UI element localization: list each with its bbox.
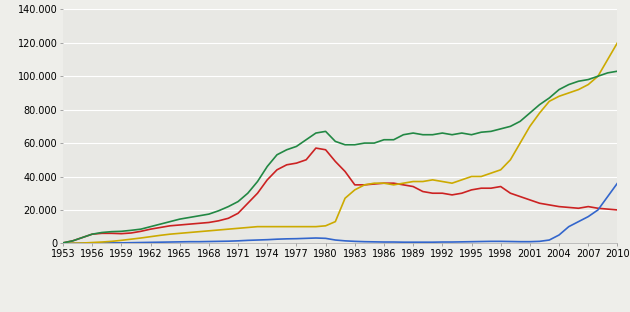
Production — [186, 231, 193, 234]
Line: Production: Production — [63, 43, 617, 243]
Consomation apparente — [59, 241, 67, 245]
Importation — [312, 146, 319, 150]
Exportation — [594, 208, 602, 212]
Production — [429, 178, 437, 182]
Importation — [478, 186, 485, 190]
Exportation — [614, 181, 621, 185]
Legend: Importation, Exportation, Production, Consomation apparente: Importation, Exportation, Production, Co… — [120, 309, 561, 312]
Line: Exportation: Exportation — [63, 183, 617, 243]
Consomation apparente — [614, 69, 621, 73]
Exportation — [186, 240, 193, 244]
Line: Importation: Importation — [63, 148, 617, 243]
Production — [594, 74, 602, 78]
Line: Consomation apparente: Consomation apparente — [63, 71, 617, 243]
Importation — [614, 208, 621, 212]
Consomation apparente — [526, 111, 534, 115]
Exportation — [195, 240, 203, 244]
Consomation apparente — [429, 133, 437, 137]
Consomation apparente — [594, 74, 602, 78]
Production — [59, 241, 67, 245]
Consomation apparente — [195, 214, 203, 218]
Importation — [438, 191, 446, 195]
Importation — [59, 241, 67, 245]
Consomation apparente — [467, 133, 475, 137]
Production — [467, 175, 475, 178]
Importation — [186, 222, 193, 226]
Importation — [594, 207, 602, 210]
Production — [526, 124, 534, 128]
Exportation — [429, 240, 437, 244]
Exportation — [526, 240, 534, 244]
Exportation — [59, 241, 67, 245]
Importation — [536, 201, 543, 205]
Production — [614, 41, 621, 45]
Consomation apparente — [186, 216, 193, 219]
Exportation — [467, 240, 475, 244]
Production — [195, 230, 203, 233]
Importation — [195, 222, 203, 225]
